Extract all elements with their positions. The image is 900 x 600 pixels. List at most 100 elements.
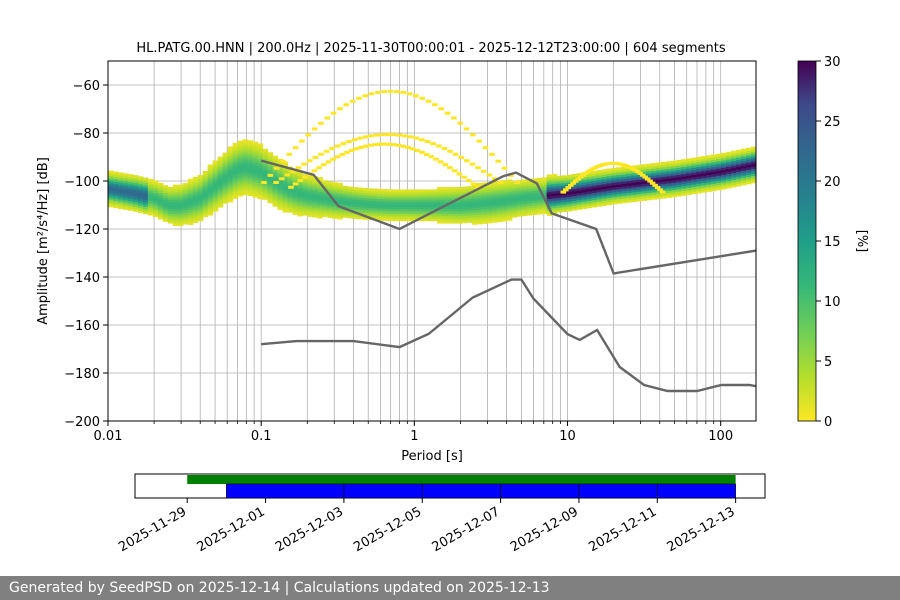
heatmap-cell — [471, 209, 478, 213]
heatmap-cell — [402, 189, 408, 193]
heatmap-cell — [292, 199, 299, 203]
heatmap-cell — [691, 162, 697, 166]
heatmap-cell — [307, 213, 313, 217]
heatmap-cell — [616, 191, 623, 195]
heatmap-cell — [372, 212, 378, 216]
heatmap-cell — [237, 157, 244, 161]
heatmap-cell — [751, 156, 756, 160]
heatmap-cell — [626, 168, 632, 172]
heatmap-cell — [461, 189, 468, 193]
heatmap-cell — [601, 176, 608, 180]
heatmap-cell — [197, 199, 204, 203]
heatmap-cell — [227, 177, 234, 181]
heatmap-cell — [641, 197, 647, 201]
heatmap-cell — [227, 163, 234, 167]
heatmap-cell — [312, 183, 318, 187]
heatmap-cell — [596, 182, 603, 186]
heatmap-cell — [367, 195, 373, 199]
heatmap-cell — [427, 208, 433, 212]
heatmap-cell — [192, 196, 199, 200]
heatmap-cell — [511, 192, 518, 196]
heatmap-cell — [656, 169, 662, 173]
heatmap-cell — [262, 170, 269, 174]
heatmap-cell — [387, 218, 393, 222]
heatmap-cell — [122, 175, 129, 179]
heatmap-cell — [402, 203, 408, 207]
heatmap-cell — [177, 220, 184, 224]
heatmap-cell — [466, 205, 473, 209]
heatmap-cell — [307, 211, 313, 215]
heatmap-cell — [112, 181, 119, 185]
heatmap-cell — [362, 199, 368, 203]
heatmap-cell — [412, 213, 418, 217]
heatmap-cell — [422, 196, 428, 200]
heatmap-cell — [561, 175, 568, 179]
heatmap-cell — [446, 220, 453, 224]
heatmap-cell — [419, 138, 425, 142]
heatmap-cell — [112, 200, 119, 204]
heatmap-cell — [611, 198, 618, 202]
heatmap-cell — [177, 223, 184, 226]
heatmap-cell — [701, 160, 707, 164]
heatmap-cell — [751, 180, 756, 184]
heatmap-cell — [646, 187, 652, 191]
heatmap-cell — [521, 208, 528, 212]
heatmap-cell — [242, 158, 249, 162]
heatmap-cell — [405, 145, 411, 149]
heatmap-cell — [417, 208, 423, 212]
heatmap-cell — [232, 183, 239, 187]
heatmap-cell — [322, 189, 328, 193]
heatmap-cell — [476, 199, 483, 203]
heatmap-cell — [197, 213, 204, 217]
heatmap-cell — [476, 190, 483, 194]
heatmap-cell — [182, 209, 189, 213]
heatmap-cell — [267, 166, 274, 170]
heatmap-cell — [142, 194, 149, 198]
heatmap-cell — [362, 187, 368, 191]
heatmap-cell — [242, 139, 249, 143]
heatmap-cell — [127, 174, 134, 178]
heatmap-cell — [317, 184, 323, 188]
heatmap-cell — [207, 200, 214, 204]
heatmap-cell — [381, 142, 388, 146]
heatmap-cell — [227, 182, 234, 186]
heatmap-cell — [741, 172, 747, 176]
heatmap-cell — [446, 208, 453, 212]
heatmap-cell — [232, 176, 239, 180]
heatmap-cell — [237, 164, 244, 168]
heatmap-cell — [436, 211, 443, 214]
heatmap-cell — [661, 193, 667, 197]
heatmap-cell — [432, 215, 438, 219]
heatmap-cell — [626, 187, 632, 191]
heatmap-cell — [122, 187, 129, 191]
heatmap-cell — [701, 168, 707, 172]
heatmap-cell — [511, 195, 518, 199]
heatmap-cell — [142, 189, 149, 193]
heatmap-cell — [137, 200, 144, 204]
heatmap-cell — [132, 189, 139, 193]
heatmap-cell — [686, 189, 692, 193]
heatmap-cell — [257, 181, 264, 185]
heatmap-cell — [192, 220, 199, 224]
heatmap-cell — [657, 188, 663, 192]
heatmap-cell — [152, 185, 159, 189]
heatmap-cell — [207, 171, 214, 175]
heatmap-cell — [676, 181, 682, 185]
heatmap-cell — [237, 171, 244, 175]
heatmap-cell — [277, 204, 284, 208]
heatmap-cell — [407, 189, 413, 193]
heatmap-cell — [162, 187, 169, 191]
heatmap-cell — [252, 153, 259, 157]
heatmap-cell — [451, 215, 458, 219]
heatmap-cell — [721, 186, 727, 190]
heatmap-cell — [531, 200, 538, 204]
heatmap-cell — [566, 203, 573, 207]
heatmap-cell — [676, 171, 682, 175]
heatmap-cell — [491, 212, 498, 216]
heatmap-cell — [317, 203, 323, 207]
heatmap-cell — [377, 200, 383, 204]
heatmap-cell — [736, 156, 742, 160]
heatmap-cell — [581, 186, 588, 190]
heatmap-cell — [681, 168, 687, 172]
heatmap-cell — [711, 161, 717, 165]
